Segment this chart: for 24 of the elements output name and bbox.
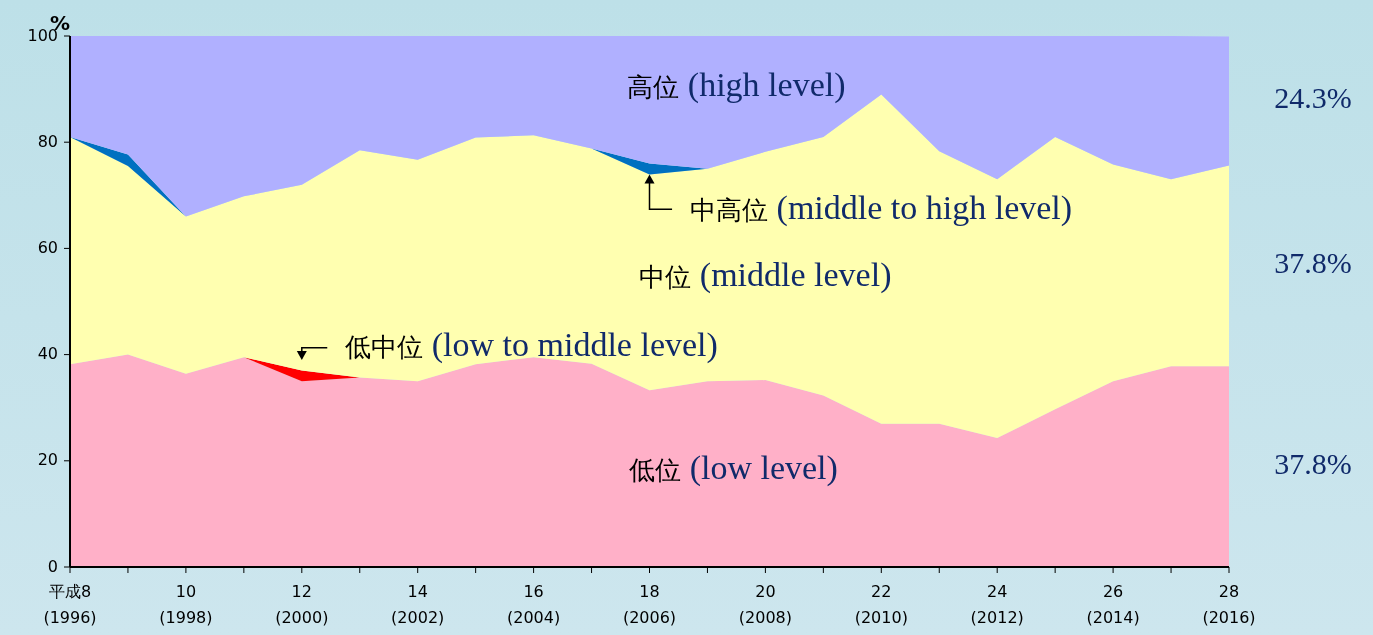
y-tick-label: 40 [37,344,58,364]
x-tick-label: 16 (2004) [507,582,561,627]
series-label: 低中位 (low to middle level) [345,325,718,364]
x-tick-label: 12 (2000) [275,582,329,627]
data-label: 24.3% [1274,80,1352,114]
x-tick-label: 10 (1998) [159,582,213,627]
x-tick-label: 平成8 (1996) [43,582,97,627]
x-tick-label: 28 (2016) [1202,582,1256,627]
x-tick-label: 24 (2012) [970,582,1024,627]
y-tick-label: 80 [37,131,58,151]
series-label: 中位 (middle level) [639,255,892,294]
x-tick-label: 18 (2006) [622,582,677,627]
data-label: 37.8% [1274,446,1352,480]
x-tick-label: 26 (2014) [1086,582,1140,627]
x-tick-label: 14 (2002) [391,582,445,627]
data-label: 37.8% [1274,245,1352,279]
series-label: 中高位 (middle to high level) [690,189,1073,228]
series-label: 高位 (high level) [627,65,846,104]
y-tick-label: 0 [47,556,58,576]
x-tick-label: 22 (2010) [854,582,908,627]
y-tick-label: 20 [37,450,58,470]
x-tick-label: 20 (2008) [738,582,792,627]
y-tick-label: 60 [37,237,58,257]
series-label: 低位 (low level) [629,449,838,488]
